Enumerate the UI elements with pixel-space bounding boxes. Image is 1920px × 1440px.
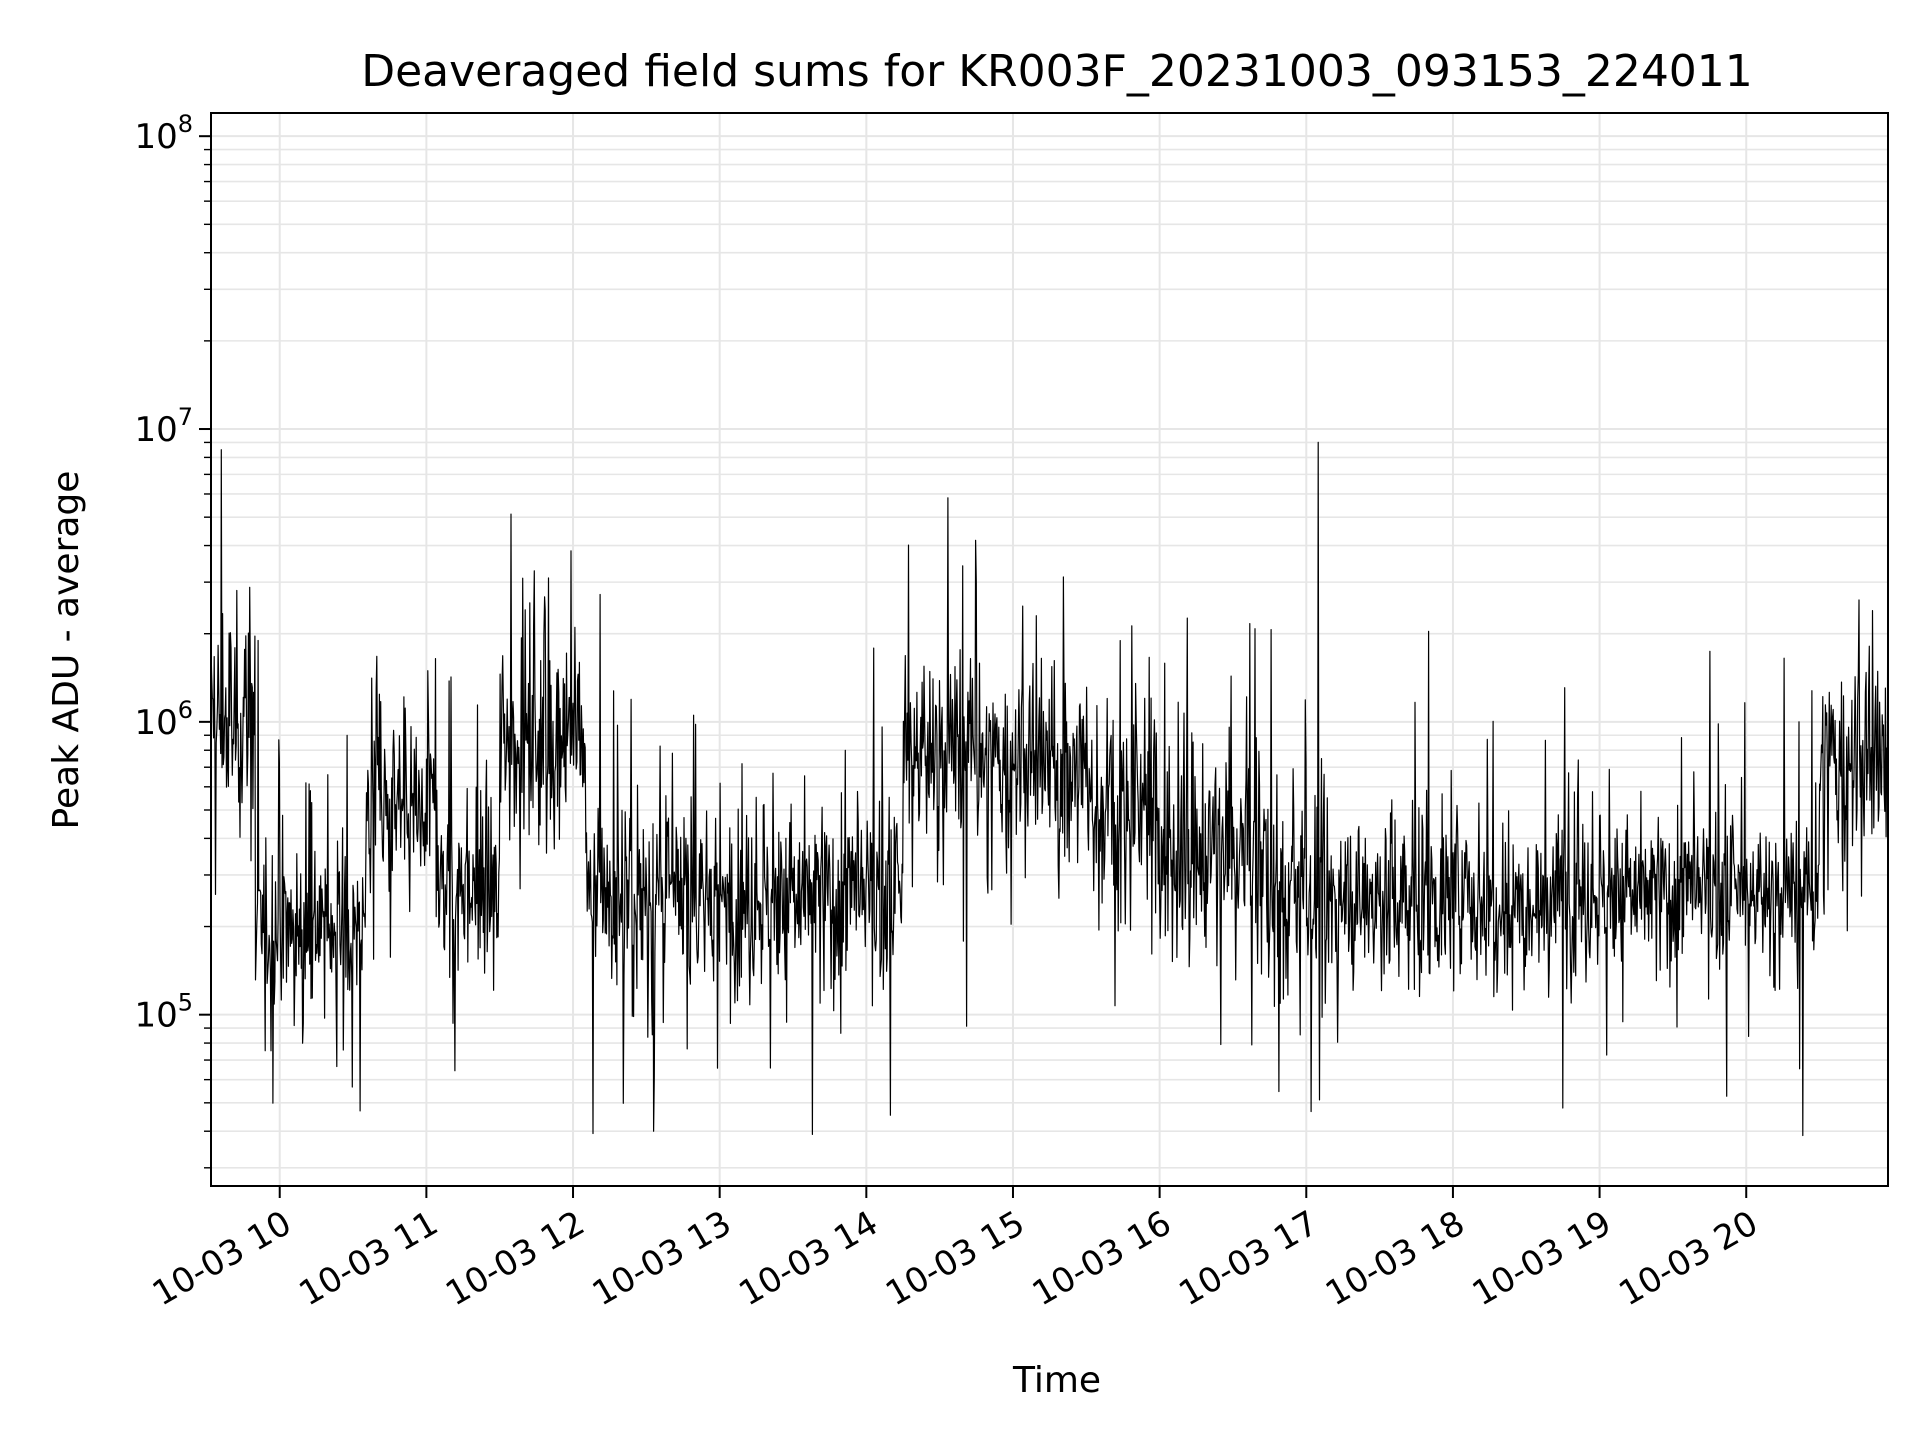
- y-tick-base: 10: [134, 117, 177, 157]
- series-line: [210, 441, 1889, 1137]
- y-tick-base: 10: [134, 410, 177, 450]
- y-tick-base: 10: [134, 703, 177, 743]
- y-tick-exponent: 5: [178, 989, 193, 1017]
- plot-frame: [210, 112, 1889, 1187]
- y-tick-exponent: 8: [178, 110, 193, 138]
- x-axis-label: Time: [1012, 1360, 1101, 1401]
- y-tick-label: 105: [134, 989, 193, 1036]
- y-axis-label: Peak ADU - average: [46, 471, 87, 830]
- series-layer: [210, 441, 1889, 1137]
- grid: [211, 113, 1888, 1186]
- y-tick-label: 107: [134, 403, 193, 450]
- y-tick-exponent: 7: [178, 403, 193, 431]
- y-tick-exponent: 6: [178, 696, 193, 724]
- y-tick-label: 106: [134, 696, 193, 743]
- y-tick-base: 10: [134, 996, 177, 1036]
- y-tick-label: 108: [134, 110, 193, 157]
- chart-title: Deaveraged field sums for KR003F_2023100…: [361, 46, 1753, 97]
